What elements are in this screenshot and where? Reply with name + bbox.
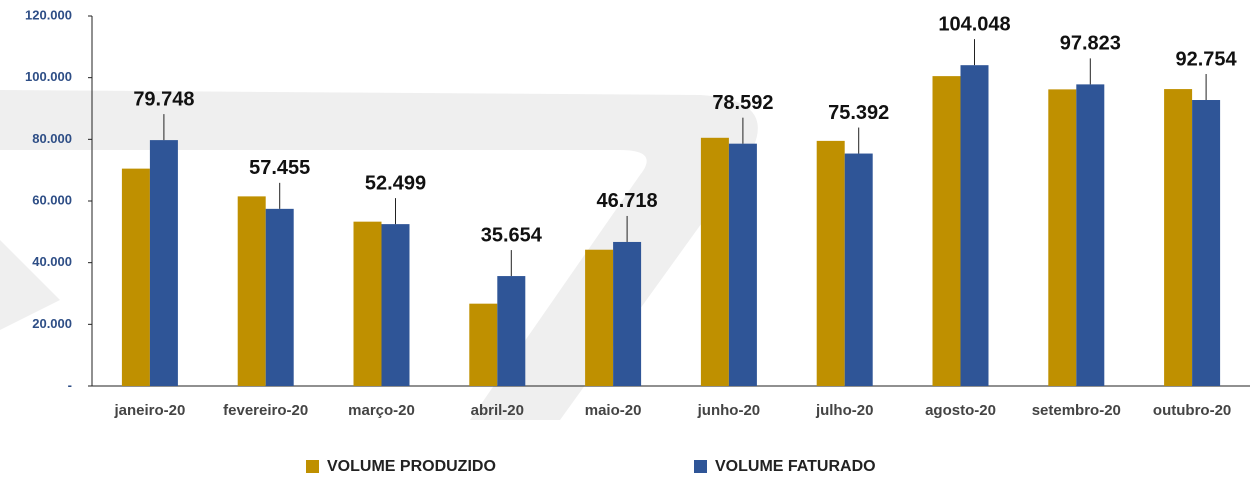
bar	[1048, 89, 1077, 386]
data-label: 35.654	[481, 224, 543, 246]
data-label: 79.748	[133, 88, 194, 110]
bar	[381, 224, 410, 386]
data-label: 57.455	[249, 157, 310, 179]
bar	[1192, 100, 1221, 387]
y-tick-label: 40.000	[32, 254, 72, 269]
legend-swatch	[694, 460, 707, 473]
bar	[237, 196, 266, 386]
data-label: 92.754	[1176, 48, 1238, 70]
data-label: 46.718	[597, 190, 658, 212]
x-tick-label: agosto-20	[925, 402, 996, 419]
background-watermark	[0, 90, 758, 420]
y-tick-label: -	[68, 377, 72, 392]
x-tick-label: julho-20	[815, 402, 874, 419]
y-tick-label: 100.000	[25, 69, 72, 84]
y-tick-label: 60.000	[32, 192, 72, 207]
data-label: 104.048	[938, 13, 1010, 35]
bar	[613, 241, 642, 386]
bar	[1076, 84, 1105, 386]
x-tick-label: setembro-20	[1032, 402, 1121, 419]
bar	[700, 137, 729, 386]
bar	[1164, 89, 1193, 386]
x-tick-label: março-20	[348, 402, 415, 419]
x-tick-label: fevereiro-20	[223, 402, 308, 419]
x-tick-label: outubro-20	[1153, 402, 1231, 419]
y-tick-label: 80.000	[32, 131, 72, 146]
bar	[816, 140, 845, 386]
data-label: 78.592	[712, 92, 773, 114]
bar	[265, 208, 294, 386]
data-label: 97.823	[1060, 33, 1121, 55]
bar	[844, 153, 873, 386]
data-label: 75.392	[828, 102, 889, 124]
bar	[960, 65, 989, 386]
bar	[728, 143, 757, 386]
x-tick-label: janeiro-20	[113, 402, 185, 419]
y-tick-label: 120.000	[25, 7, 72, 22]
bar	[585, 249, 614, 386]
y-tick-label: 20.000	[32, 316, 72, 331]
legend-label: VOLUME PRODUZIDO	[327, 458, 496, 475]
bar	[932, 76, 961, 386]
bar	[121, 168, 150, 386]
bar	[497, 276, 526, 386]
bar	[353, 221, 382, 386]
x-tick-label: junho-20	[697, 402, 761, 419]
legend-swatch	[306, 460, 319, 473]
data-label: 52.499	[365, 172, 426, 194]
bar	[149, 140, 178, 386]
legend-label: VOLUME FATURADO	[715, 458, 876, 475]
x-tick-label: abril-20	[471, 402, 524, 419]
bar	[469, 303, 498, 386]
x-tick-label: maio-20	[585, 402, 642, 419]
